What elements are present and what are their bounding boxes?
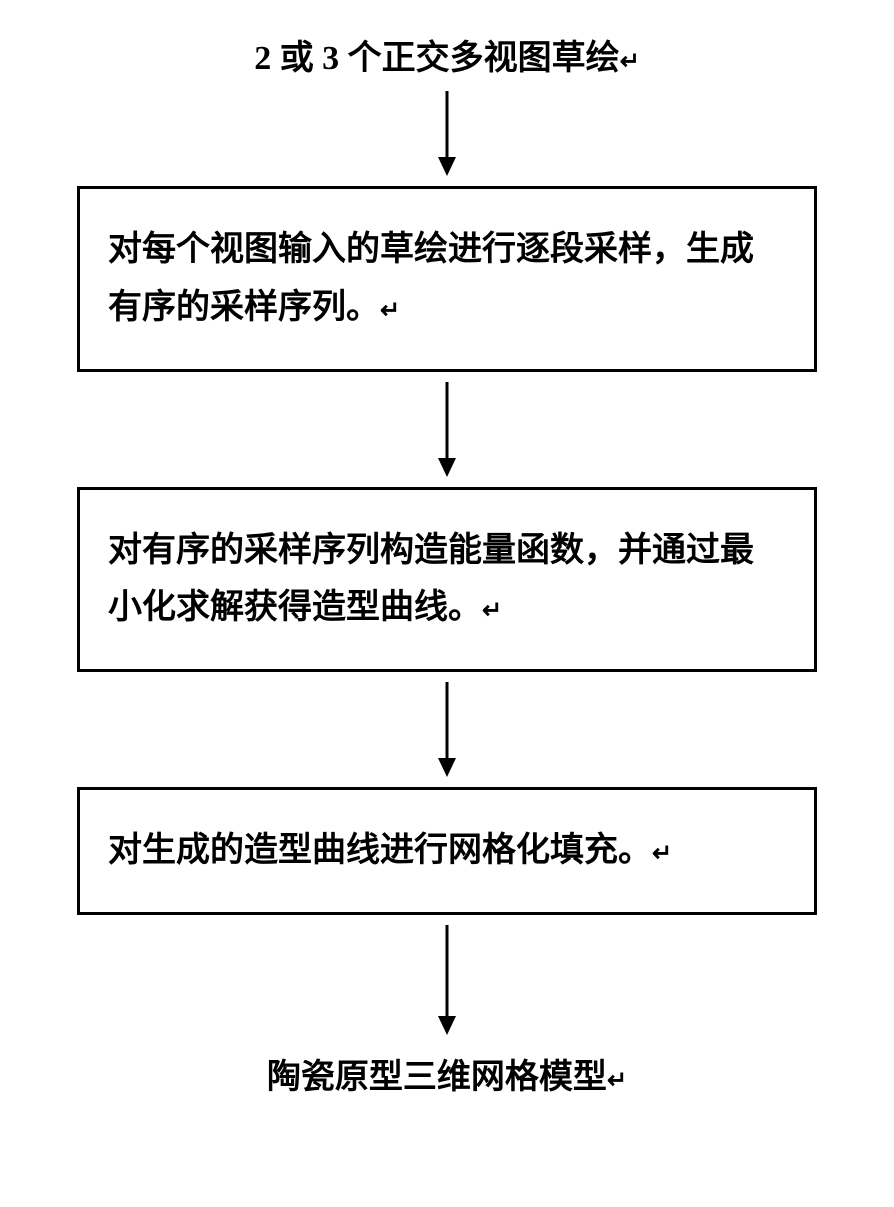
output-label: 陶瓷原型三维网格模型↵	[267, 1049, 627, 1098]
return-mark: ↵	[482, 598, 502, 624]
step-text: 对生成的造型曲线进行网格化填充。	[108, 832, 652, 869]
step-text: 对有序的采样序列构造能量函数，并通过最小化求解获得造型曲线。	[108, 532, 754, 627]
step-text: 对每个视图输入的草绘进行逐段采样，生成有序的采样序列。	[108, 231, 754, 326]
arrow-2	[427, 382, 467, 477]
step-box-1: 对每个视图输入的草绘进行逐段采样，生成有序的采样序列。↵	[77, 186, 817, 372]
step-box-3: 对生成的造型曲线进行网格化填充。↵	[77, 787, 817, 915]
flowchart-title: 2 或 3 个正交多视图草绘↵	[254, 30, 640, 79]
arrow-4	[427, 925, 467, 1035]
arrow-3	[427, 682, 467, 777]
return-mark: ↵	[652, 841, 672, 867]
arrow-1	[427, 91, 467, 176]
return-mark: ↵	[380, 298, 400, 324]
return-mark: ↵	[607, 1068, 627, 1094]
title-text: 2 或 3 个正交多视图草绘	[254, 40, 620, 77]
step-box-2: 对有序的采样序列构造能量函数，并通过最小化求解获得造型曲线。↵	[77, 487, 817, 673]
output-text: 陶瓷原型三维网格模型	[267, 1059, 607, 1096]
return-mark: ↵	[620, 49, 640, 75]
